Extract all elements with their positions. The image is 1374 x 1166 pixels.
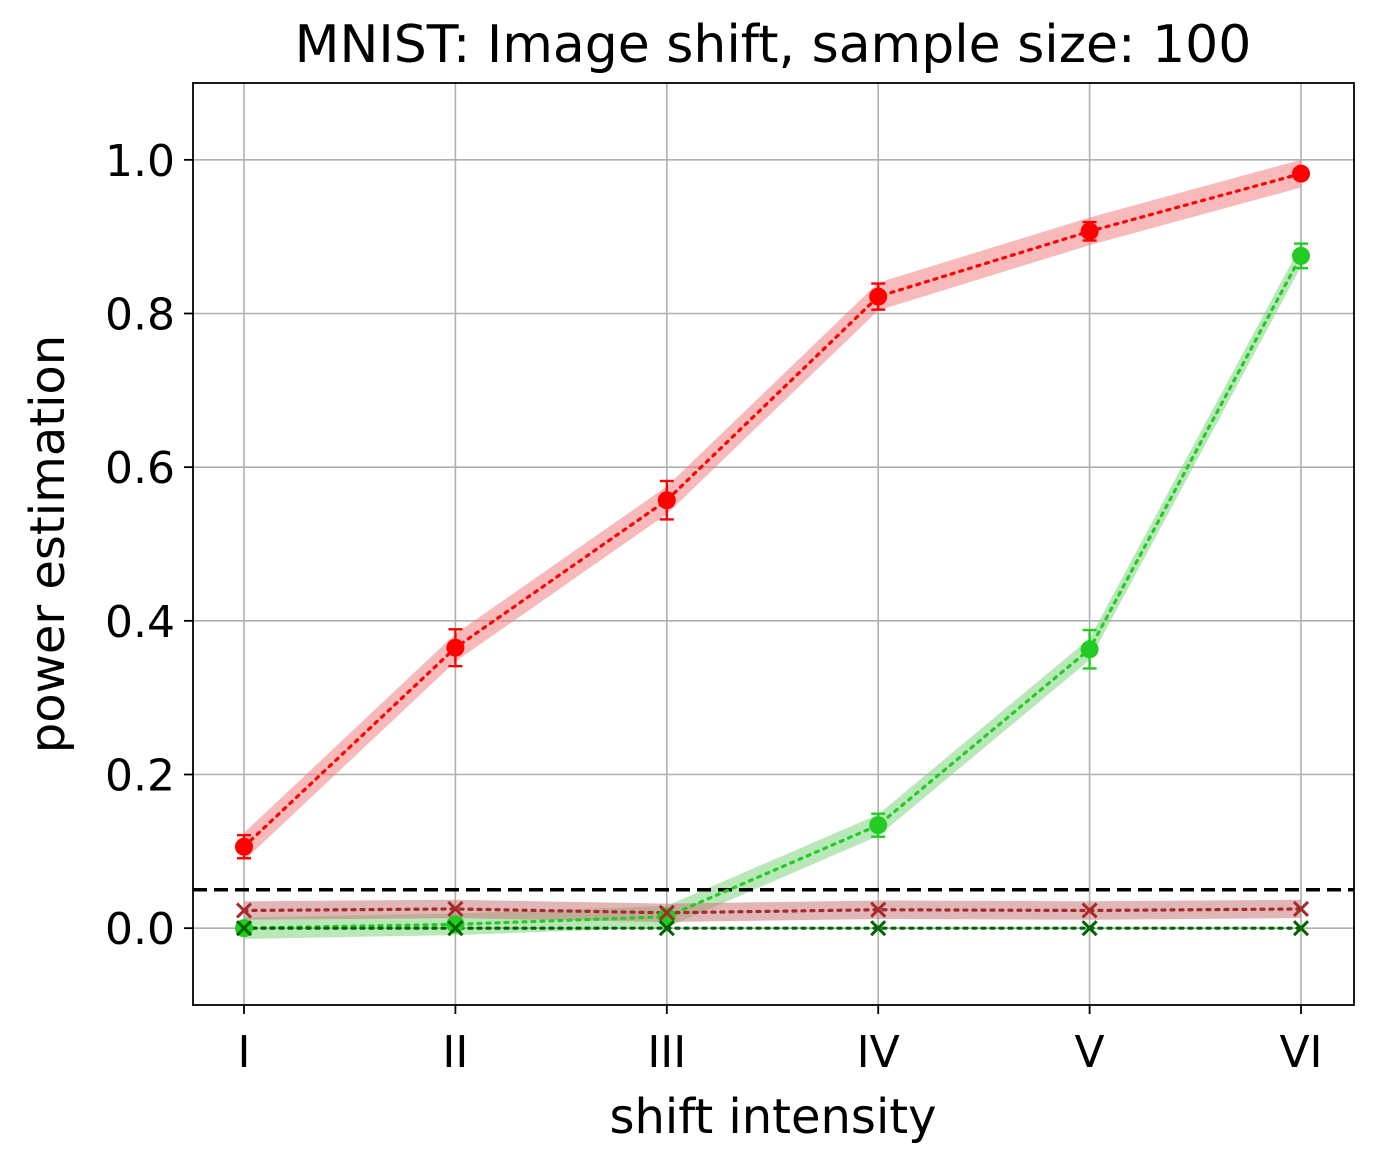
data-point: [446, 638, 465, 657]
data-point: [235, 902, 253, 919]
data-point: [447, 900, 464, 918]
chart-title: MNIST: Image shift, sample size: 100: [295, 15, 1252, 75]
marker-stroke: [1292, 920, 1310, 937]
data-point: [1080, 222, 1099, 241]
series-markers: [235, 164, 1310, 938]
y-tick-label: 0.8: [105, 290, 175, 341]
data-point: [1080, 640, 1099, 659]
confidence-band: [244, 159, 1301, 861]
y-tick-label: 0.0: [105, 904, 175, 955]
y-tick-label: 0.4: [105, 597, 175, 648]
y-tick-label: 0.6: [105, 443, 175, 494]
data-point: [1081, 920, 1098, 937]
series-line: [242, 172, 1303, 849]
data-point: [869, 287, 888, 306]
data-point: [658, 904, 675, 921]
marker-stroke: [870, 901, 887, 918]
y-tick-label: 1.0: [105, 136, 175, 187]
series-lines: [242, 172, 1303, 930]
data-point: [870, 920, 887, 937]
marker-stroke: [1292, 900, 1310, 918]
marker-stroke: [1081, 902, 1098, 919]
x-tick-label: I: [238, 1027, 251, 1078]
data-point: [446, 915, 465, 934]
marker-stroke: [658, 920, 675, 937]
data-point: [235, 920, 253, 937]
data-point: [235, 837, 253, 856]
confidence-band: [244, 899, 1301, 923]
x-tick-label: III: [647, 1027, 686, 1078]
y-axis-label: power estimation: [20, 335, 76, 753]
marker-stroke: [235, 902, 253, 919]
data-point: [1292, 920, 1310, 937]
x-axis-label: shift intensity: [610, 1089, 937, 1145]
data-point: [1292, 246, 1310, 265]
data-point: [870, 901, 887, 918]
marker-stroke: [447, 920, 464, 937]
y-tick-label: 0.2: [105, 751, 175, 802]
series-line: [242, 907, 1303, 915]
data-point: [447, 920, 464, 937]
data-point: [1081, 902, 1098, 919]
x-tick-label: VI: [1279, 1027, 1322, 1078]
data-point: [658, 920, 675, 937]
confidence-bands: [244, 159, 1301, 939]
data-point: [1292, 900, 1310, 918]
marker-stroke: [658, 904, 675, 921]
series-line: [242, 254, 1303, 930]
data-point: [657, 491, 676, 510]
x-tick-label: V: [1075, 1027, 1105, 1078]
data-point: [1292, 164, 1310, 183]
confidence-band: [244, 245, 1301, 939]
x-tick-label: IV: [857, 1027, 900, 1078]
ticks: I II III IV V VI0.00.20.40.60.81.0: [105, 136, 1323, 1078]
marker-stroke: [447, 900, 464, 918]
data-point: [657, 907, 676, 926]
marker-stroke: [1081, 920, 1098, 937]
data-point: [869, 816, 888, 835]
marker-stroke: [235, 920, 253, 937]
x-tick-label: II: [442, 1027, 468, 1078]
plot-frame: [192, 82, 1355, 1006]
marker-stroke: [870, 920, 887, 937]
